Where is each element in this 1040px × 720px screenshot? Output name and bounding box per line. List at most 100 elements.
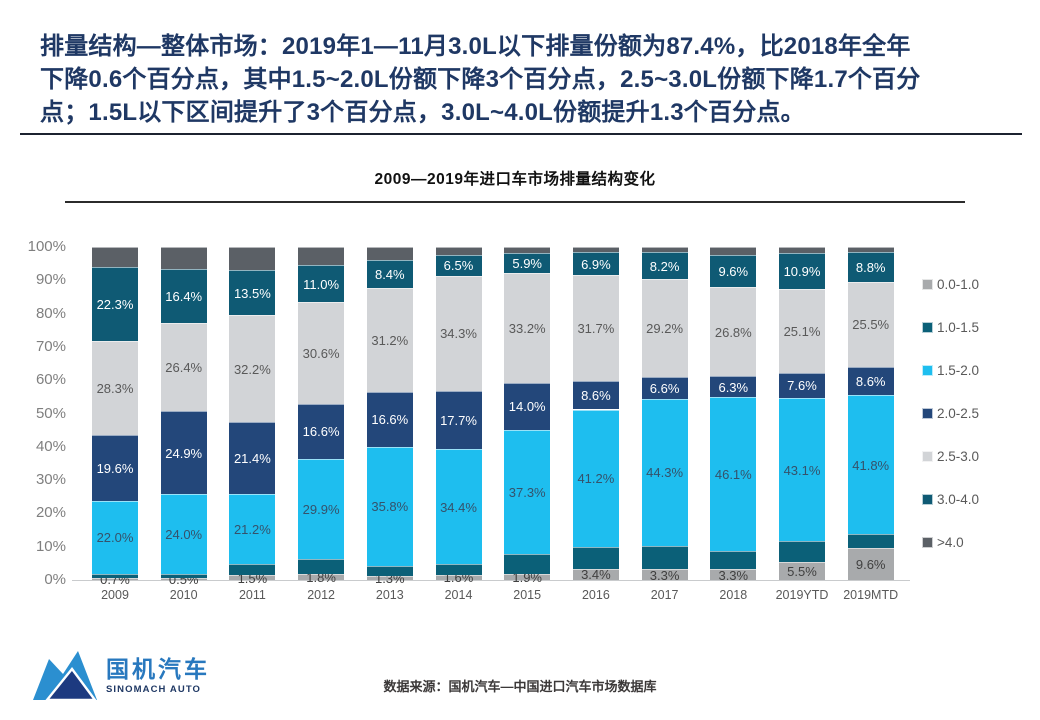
bar-segment: 44.3% xyxy=(641,398,688,547)
bar-data-label: 6.5% xyxy=(443,258,474,274)
legend-item: 2.0-2.5 xyxy=(922,405,980,421)
bar-segment xyxy=(779,247,825,253)
headline-line-2: 下降0.6个百分点，其中1.5~2.0L份额下降3个百分点，2.5~3.0L份额… xyxy=(40,66,921,93)
bar-segment: 21.2% xyxy=(229,493,276,565)
bar-segment xyxy=(160,574,207,579)
bar-segment: 22.3% xyxy=(92,266,138,342)
bar-segment: 6.3% xyxy=(710,376,757,398)
y-tick-label: 60% xyxy=(35,371,66,389)
x-tick-label: 2009 xyxy=(101,588,129,602)
bar-segment: 6.9% xyxy=(572,252,619,276)
y-tick-label: 10% xyxy=(35,537,66,555)
bar-segment: 8.2% xyxy=(641,251,688,280)
legend-swatch xyxy=(922,536,933,548)
bar-segment: 9.6% xyxy=(710,254,757,287)
bar-segment: 28.3% xyxy=(92,341,138,436)
bar-segment: 1.8% xyxy=(298,571,345,584)
legend-swatch xyxy=(922,450,933,462)
bar-data-label: 46.1% xyxy=(714,466,752,482)
logo-name-cn: 国机汽车 xyxy=(106,656,210,682)
bar-segment: 33.2% xyxy=(504,272,551,384)
bar-data-label: 24.0% xyxy=(165,527,203,543)
bar-segment xyxy=(366,247,413,260)
bar-segment: 8.4% xyxy=(366,259,413,288)
legend-swatch xyxy=(922,321,933,333)
mountain-logo-icon xyxy=(33,651,98,702)
legend-item: 0.0-1.0 xyxy=(922,277,979,292)
bar-data-label: 34.4% xyxy=(440,499,477,515)
y-tick-label: 20% xyxy=(35,504,66,522)
bar-segment: 8.6% xyxy=(847,366,894,396)
sinomach-logo: 国机汽车 SINOMACH AUTO xyxy=(32,650,210,702)
bar-data-label: 6.9% xyxy=(581,256,611,272)
bar-segment: 41.8% xyxy=(847,395,894,535)
bar-data-label: 25.1% xyxy=(783,323,821,339)
bar-data-label: 1.8% xyxy=(306,570,336,585)
bar-segment: 6.6% xyxy=(641,376,688,399)
bar-segment: 6.5% xyxy=(435,254,482,277)
bar-segment xyxy=(504,247,551,253)
bar-data-label: 16.4% xyxy=(165,288,203,304)
legend-item: >4.0 xyxy=(922,535,964,550)
x-tick-label: 2013 xyxy=(375,588,404,602)
bar-segment: 3.4% xyxy=(572,568,619,581)
bar-data-label: 28.3% xyxy=(96,381,134,397)
legend-item: 1.5-2.0 xyxy=(922,363,979,378)
bar-data-label: 6.3% xyxy=(718,379,749,395)
legend-item: 3.0-4.0 xyxy=(922,492,979,507)
bar-segment: 14.0% xyxy=(504,383,551,430)
bar-segment: 37.3% xyxy=(504,429,551,555)
bar-segment: 26.4% xyxy=(160,323,207,412)
bar-segment: 13.5% xyxy=(229,270,276,316)
bar-data-label: 32.2% xyxy=(233,361,271,377)
bar-segment: 29.2% xyxy=(641,279,688,377)
bar-segment: 31.2% xyxy=(366,287,413,392)
bar-segment: 0.7% xyxy=(92,573,138,586)
headline-line-1: 排量结构—整体市场：2019年1—11月3.0L以下排量份额为87.4%，比20… xyxy=(40,33,911,60)
bar-segment xyxy=(92,574,138,578)
bar-data-label: 41.2% xyxy=(577,471,615,487)
legend-label: 2.0-2.5 xyxy=(937,405,980,421)
x-tick-label: 2019MTD xyxy=(843,588,899,602)
bar-segment: 25.1% xyxy=(779,288,825,373)
headline-underline xyxy=(20,133,1022,135)
legend-item: 2.5-3.0 xyxy=(922,449,979,464)
bar-data-label: 34.3% xyxy=(440,326,477,342)
bar-segment: 31.7% xyxy=(572,275,619,381)
bar-segment: 8.8% xyxy=(847,252,894,282)
x-tick-label: 2011 xyxy=(238,588,266,602)
bar-segment: 46.1% xyxy=(710,397,757,551)
bar-segment xyxy=(160,247,207,269)
bar-segment xyxy=(710,247,757,255)
bar-segment: 19.6% xyxy=(92,435,138,501)
bar-data-label: 22.3% xyxy=(96,297,134,313)
bar-segment: 25.5% xyxy=(847,281,894,367)
bar-segment: 43.1% xyxy=(779,397,825,542)
bar-data-label: 16.6% xyxy=(371,412,409,428)
bar-data-label: 6.6% xyxy=(649,380,680,396)
bar-segment xyxy=(229,247,276,271)
bar-segment: 10.9% xyxy=(779,252,825,289)
bar-segment xyxy=(779,541,825,562)
legend-swatch xyxy=(922,364,933,376)
bar-segment xyxy=(504,554,551,574)
bar-segment xyxy=(435,564,482,575)
bar-segment: 11.0% xyxy=(298,265,345,302)
y-tick-label: 40% xyxy=(35,437,66,455)
bar-segment: 21.4% xyxy=(229,422,276,494)
bar-data-label: 8.8% xyxy=(855,259,886,275)
bar-data-label: 14.0% xyxy=(508,399,546,415)
legend-swatch xyxy=(922,407,933,419)
bar-segment: 5.5% xyxy=(779,561,825,580)
bar-data-label: 3.3% xyxy=(649,567,680,583)
bar-data-label: 29.9% xyxy=(302,501,340,517)
bar-segment xyxy=(92,247,138,267)
headline-line-3: 点；1.5L以下区间提升了3个百分点，3.0L~4.0L份额提升1.3个百分点。 xyxy=(40,99,805,126)
bar-data-label: 16.6% xyxy=(302,424,340,440)
bar-data-label: 33.2% xyxy=(508,320,546,336)
bar-data-label: 43.1% xyxy=(783,462,821,478)
bar-segment: 26.8% xyxy=(710,286,757,377)
logo-name-en: SINOMACH AUTO xyxy=(106,684,202,695)
bar-data-label: 5.5% xyxy=(787,563,817,579)
